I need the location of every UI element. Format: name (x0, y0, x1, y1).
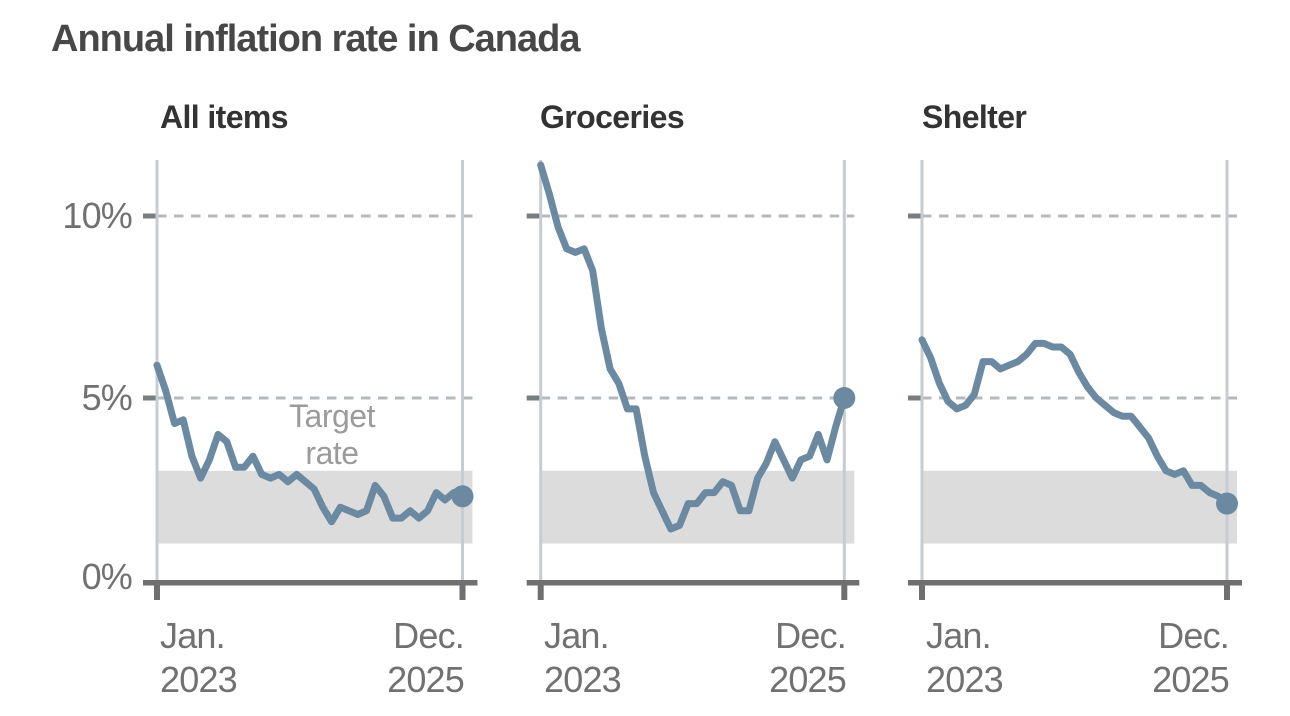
y-tick-10pct (908, 213, 922, 219)
x-axis-line (143, 580, 478, 586)
x-axis-line (526, 580, 860, 586)
page-title: Annual inflation rate in Canada (51, 18, 580, 60)
x-tick-end (1224, 585, 1230, 600)
y-axis-label-0pct: 0% (81, 556, 133, 597)
x-label-panel1-start: Jan. 2023 (160, 614, 330, 702)
x-label-panel2-start: Jan. 2023 (544, 614, 714, 702)
x-label-year: 2023 (544, 659, 622, 700)
x-label-month: Dec. (393, 615, 465, 656)
x-tick-start (537, 585, 544, 600)
panel-title-groceries: Groceries (540, 99, 685, 135)
x-tick-start (154, 585, 160, 600)
series-line-groceries (537, 161, 848, 533)
x-label-panel2-end: Dec. 2025 (676, 614, 847, 702)
panel-title-all-items: All items (160, 99, 289, 135)
y-tick-5pct (143, 395, 157, 401)
x-tick-start (919, 585, 925, 600)
y-tick-5pct (526, 395, 541, 401)
y-tick-5pct (908, 395, 922, 401)
series-end-dot (451, 485, 474, 508)
x-label-month: Jan. (926, 615, 992, 656)
x-label-year: 2025 (769, 659, 847, 700)
x-label-month: Jan. (544, 615, 610, 656)
y-tick-10pct (143, 213, 157, 219)
x-label-month: Jan. (160, 615, 226, 656)
target-rate-annotation: Target rate (242, 398, 422, 472)
x-tick-end (841, 585, 848, 600)
y-tick-10pct (526, 213, 541, 219)
x-label-year: 2023 (926, 659, 1004, 700)
target-rate-annotation-line1: Target (289, 398, 375, 434)
series-end-dot (1216, 492, 1238, 515)
panel-title-shelter: Shelter (922, 99, 1027, 135)
x-label-month: Dec. (775, 615, 847, 656)
target-band (540, 470, 855, 544)
target-band (157, 470, 473, 544)
x-axis-line (908, 580, 1242, 586)
x-label-panel3-start: Jan. 2023 (926, 614, 1096, 702)
series-line-shelter (918, 336, 1231, 508)
x-label-year: 2025 (1152, 659, 1230, 700)
target-rate-annotation-line2: rate (305, 435, 359, 471)
x-label-panel1-end: Dec. 2025 (294, 614, 465, 702)
target-band (922, 470, 1237, 544)
series-end-dot (833, 387, 856, 409)
x-label-year: 2023 (160, 659, 238, 700)
y-axis-label-10pct: 10% (62, 195, 132, 236)
x-label-panel3-end: Dec. 2025 (1059, 614, 1230, 702)
x-tick-end (459, 585, 466, 600)
series-line-all-items (153, 361, 466, 526)
x-label-year: 2025 (387, 659, 465, 700)
y-axis-label-5pct: 5% (81, 377, 133, 418)
x-label-month: Dec. (1158, 615, 1230, 656)
